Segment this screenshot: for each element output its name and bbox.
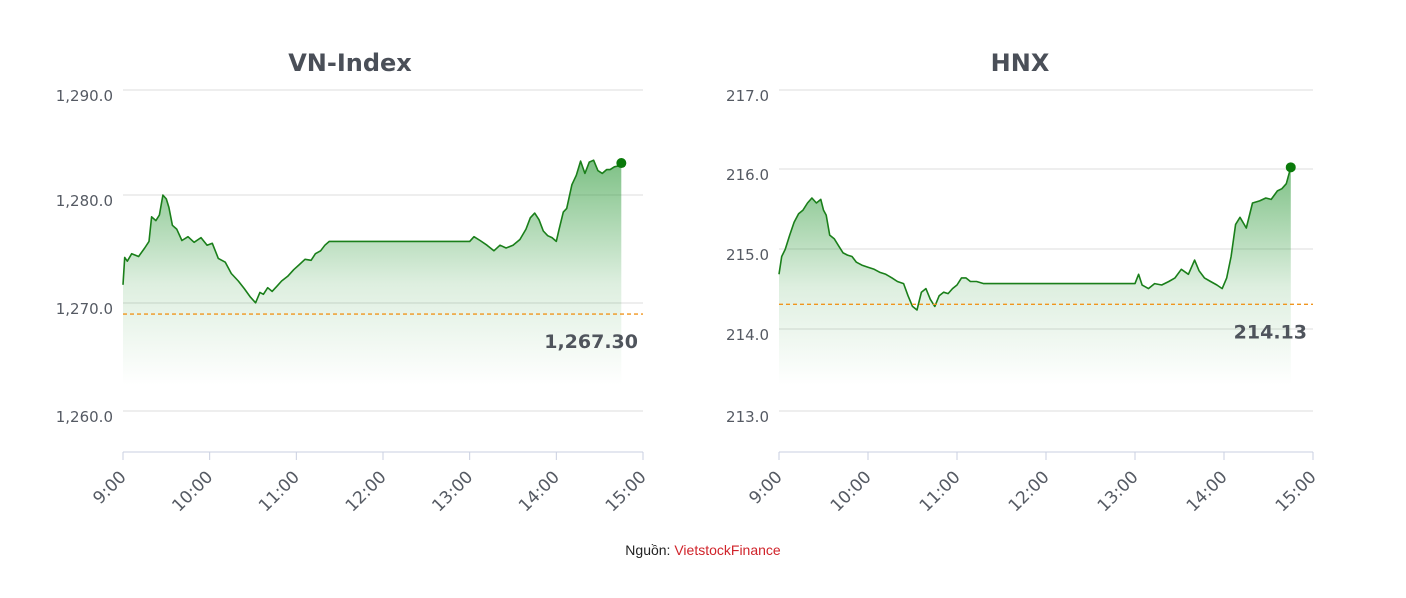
x-tick-label: 11:00 xyxy=(255,467,304,516)
x-tick-label: 13:00 xyxy=(428,467,477,516)
y-tick-label: 1,270.0 xyxy=(56,300,113,318)
vn-index-chart: VN-Index 1,290.0 1,280.0 1,270.0 1,260.0 9:00… xyxy=(56,49,651,516)
x-tick-label: 9:00 xyxy=(745,467,786,508)
y-tick-label: 1,260.0 xyxy=(56,408,113,426)
source-brand-link[interactable]: VietstockFinance xyxy=(674,542,781,558)
x-tick-label: 15:00 xyxy=(602,467,651,516)
x-tick-label: 12:00 xyxy=(1005,467,1054,516)
x-tick-label: 10:00 xyxy=(168,467,217,516)
y-tick-label: 213.0 xyxy=(726,408,769,426)
index-charts: VN-Index 1,290.0 1,280.0 1,270.0 1,260.0 9:00… xyxy=(56,49,1321,516)
x-tick-label: 11:00 xyxy=(916,467,965,516)
x-tick-label: 14:00 xyxy=(515,467,564,516)
x-tick-label: 15:00 xyxy=(1272,467,1321,516)
x-tick-label: 14:00 xyxy=(1183,467,1232,516)
y-tick-label: 215.0 xyxy=(726,246,769,264)
hnx-area xyxy=(779,167,1291,385)
source-label: Nguồn: xyxy=(625,542,671,558)
x-tick-label: 13:00 xyxy=(1094,467,1143,516)
x-tick-label: 12:00 xyxy=(342,467,391,516)
y-tick-label: 216.0 xyxy=(726,166,769,184)
source-credit: Nguồn: VietstockFinance xyxy=(0,542,1406,558)
hnx-price-line xyxy=(778,167,1292,311)
vn-index-last-point-marker xyxy=(616,158,627,169)
hnx-title: HNX xyxy=(991,49,1050,77)
vn-index-price-line xyxy=(122,159,622,304)
y-tick-label: 217.0 xyxy=(726,87,769,105)
hnx-chart: HNX 217.0 216.0 215.0 214.0 213.0 9:00 10:00 11:… xyxy=(726,49,1320,516)
y-tick-label: 1,280.0 xyxy=(56,192,113,210)
y-tick-label: 1,290.0 xyxy=(56,87,113,105)
x-tick-label: 9:00 xyxy=(89,467,130,508)
hnx-last-point-marker xyxy=(1285,162,1296,173)
x-tick-label: 10:00 xyxy=(827,467,876,516)
vn-index-title: VN-Index xyxy=(288,49,412,77)
vn-index-area xyxy=(123,160,622,385)
vn-index-reference-label: 1,267.30 xyxy=(544,331,638,353)
hnx-reference-label: 214.13 xyxy=(1234,321,1307,343)
y-tick-label: 214.0 xyxy=(726,326,769,344)
